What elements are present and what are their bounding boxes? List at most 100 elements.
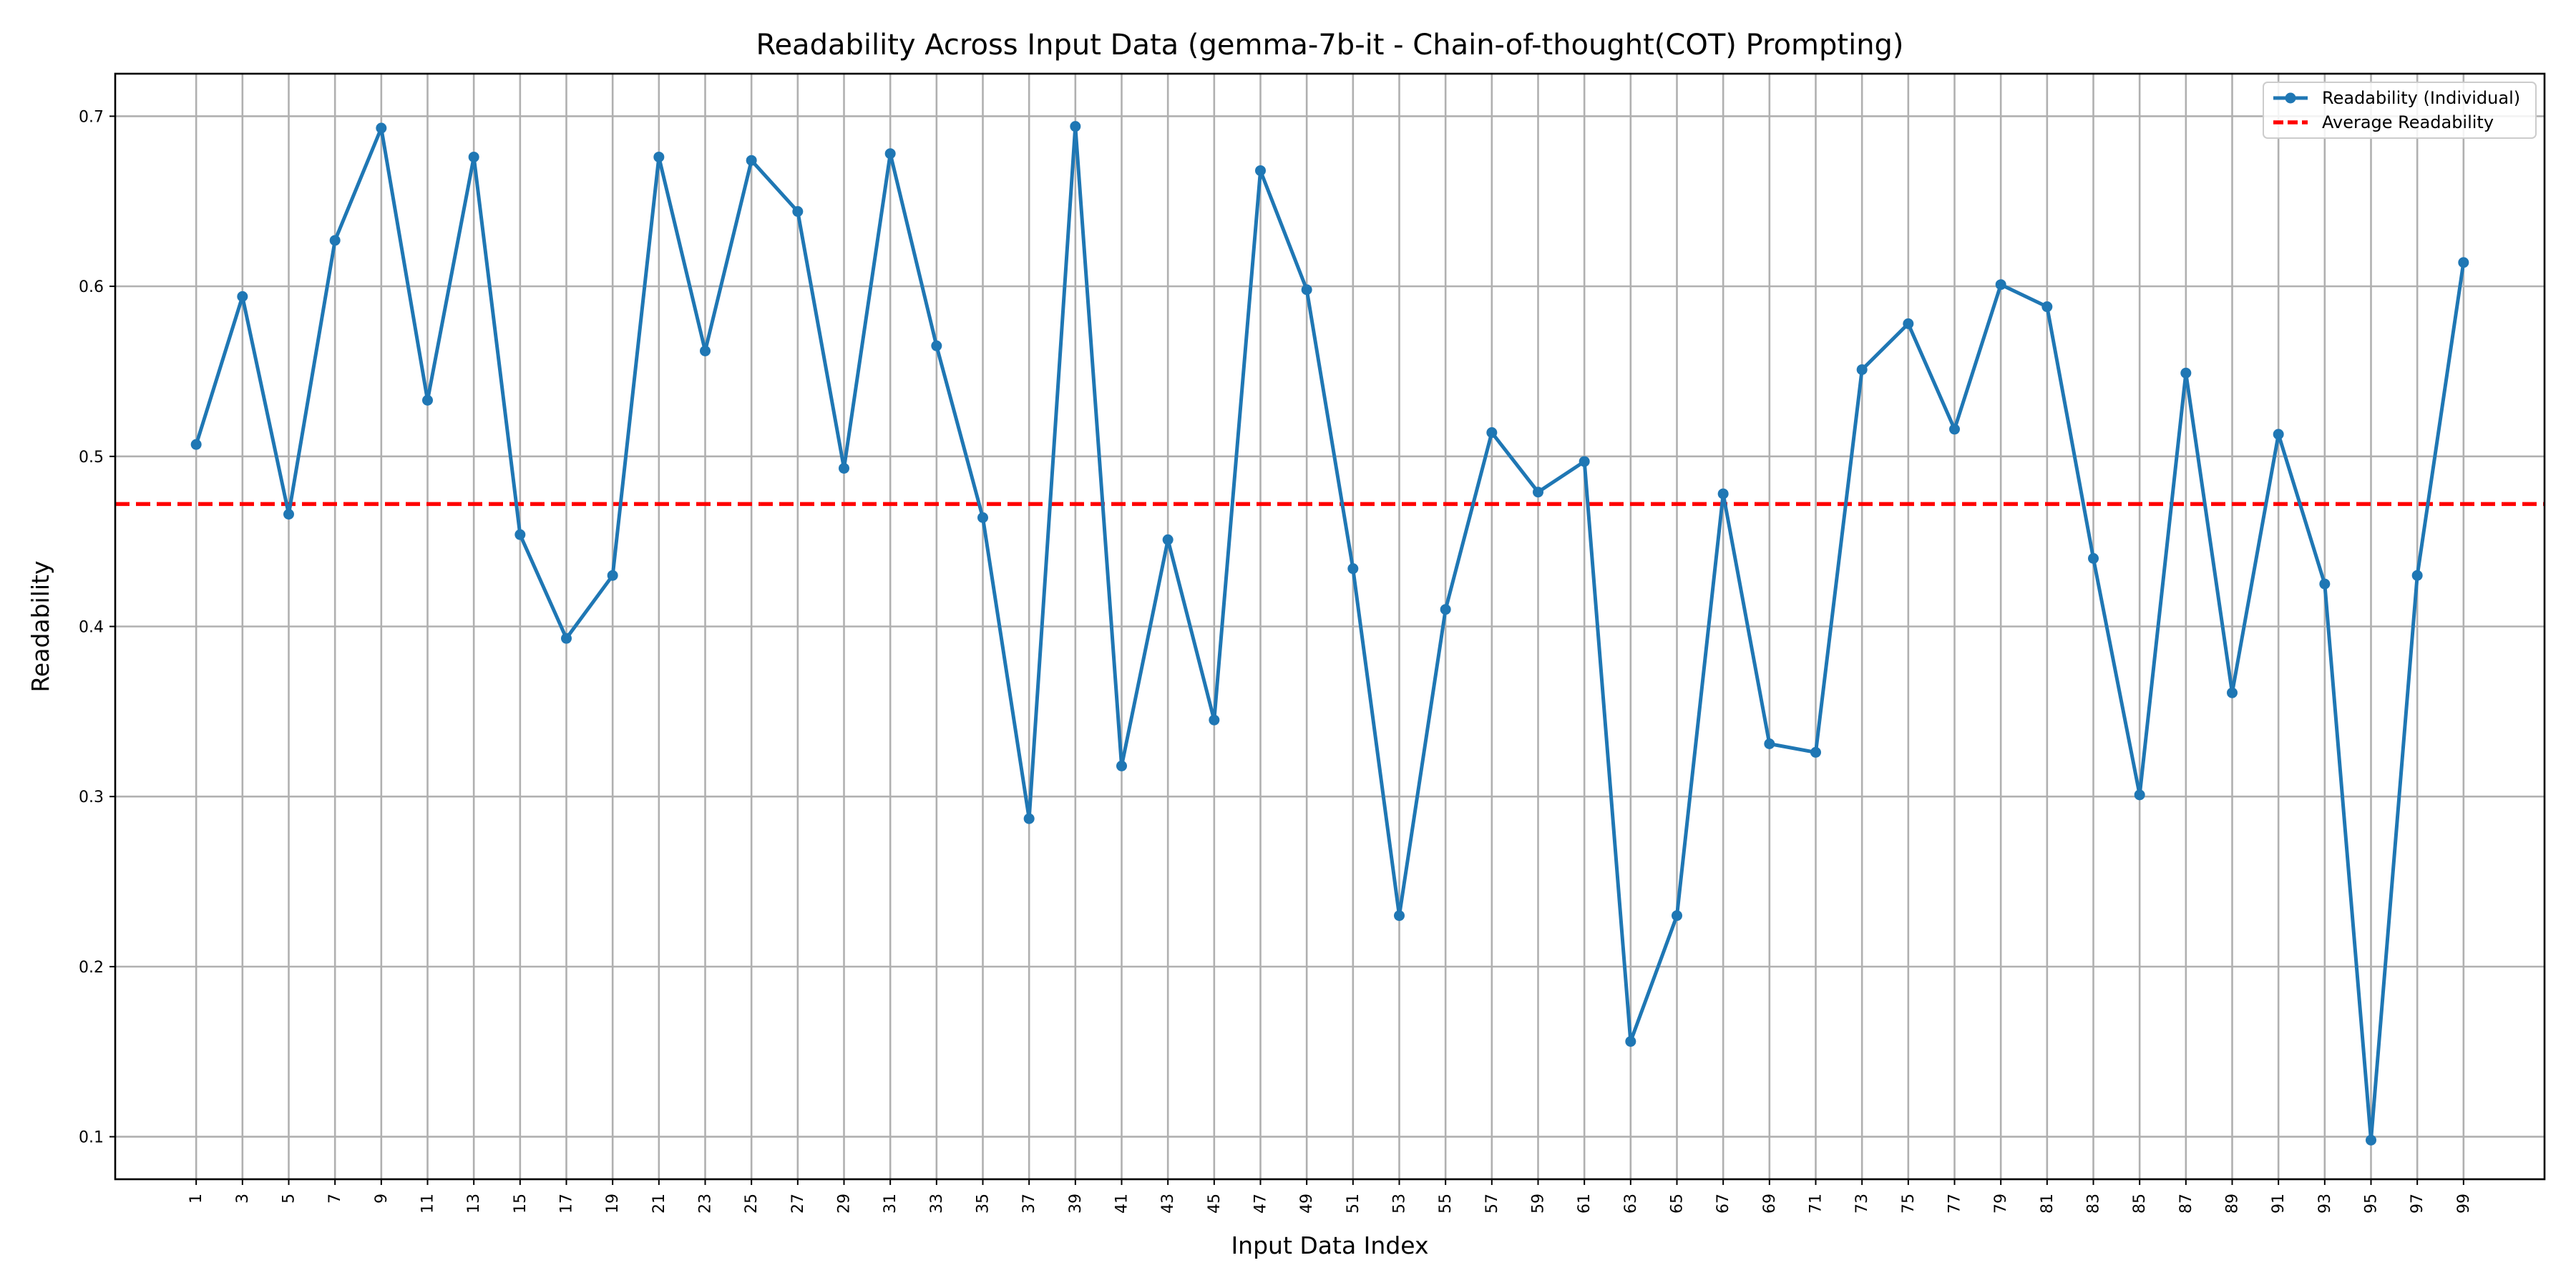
y-tick-label: 0.1: [79, 1129, 104, 1147]
readability-point: [1949, 424, 1960, 435]
x-tick-label: 89: [2224, 1194, 2242, 1214]
grid-layer: [115, 74, 2545, 1179]
x-tick-label: 7: [326, 1194, 344, 1204]
chart-title: Readability Across Input Data (gemma-7b-…: [756, 29, 1903, 62]
readability-point: [1301, 284, 1312, 296]
readability-point: [2458, 257, 2469, 268]
readability-point: [2134, 789, 2145, 801]
readability-point: [1440, 604, 1451, 615]
x-tick-label: 61: [1576, 1194, 1594, 1214]
readability-point: [700, 345, 711, 356]
legend-label-average: Average Readability: [2322, 112, 2494, 132]
x-tick-label: 39: [1067, 1194, 1085, 1214]
x-tick-label: 81: [2039, 1194, 2057, 1214]
y-tick-label: 0.2: [79, 959, 104, 977]
x-tick-label: 13: [465, 1194, 483, 1214]
legend-box: [2263, 82, 2537, 139]
y-tick-label: 0.7: [79, 108, 104, 126]
x-tick-label: 77: [1946, 1194, 1964, 1214]
readability-point: [1533, 487, 1543, 498]
readability-point: [792, 206, 804, 218]
tick-layer: 1 3 5 7 9 11 13 15 17 19 21 23 25 27 29 31 33 35 37 39 41 43 4…: [79, 108, 2473, 1214]
legend-marker-individual: [2285, 92, 2296, 104]
readability-point: [1995, 279, 2006, 291]
readability-point: [1255, 165, 1266, 176]
readability-point: [1209, 714, 1220, 726]
x-tick-label: 63: [1622, 1194, 1640, 1214]
x-tick-label: 67: [1714, 1194, 1732, 1214]
x-tick-label: 3: [234, 1194, 252, 1204]
readability-point: [977, 512, 988, 523]
readability-point: [839, 462, 849, 474]
readability-point: [514, 529, 526, 540]
x-tick-label: 75: [1900, 1194, 1918, 1214]
x-tick-label: 87: [2177, 1194, 2195, 1214]
readability-point: [2088, 552, 2099, 564]
x-tick-label: 31: [882, 1194, 899, 1214]
readability-point: [468, 151, 479, 162]
readability-point: [422, 394, 433, 406]
x-tick-label: 29: [836, 1194, 854, 1214]
x-tick-label: 37: [1020, 1194, 1038, 1214]
readability-point: [237, 291, 248, 302]
y-tick-label: 0.3: [79, 789, 104, 806]
x-tick-label: 49: [1298, 1194, 1316, 1214]
legend-label-individual: Readability (Individual): [2322, 88, 2520, 108]
x-tick-label: 79: [1992, 1194, 2010, 1214]
readability-point: [1116, 760, 1127, 771]
readability-point: [1625, 1035, 1636, 1047]
x-tick-label: 19: [604, 1194, 622, 1214]
x-tick-label: 15: [512, 1194, 530, 1214]
x-tick-label: 41: [1113, 1194, 1131, 1214]
x-tick-label: 91: [2270, 1194, 2288, 1214]
readability-point: [2273, 429, 2284, 440]
legend: Readability (Individual) Average Readabi…: [2263, 82, 2537, 139]
readability-point: [2180, 367, 2192, 379]
x-axis-title: Input Data Index: [1231, 1231, 1428, 1259]
readability-point: [561, 633, 572, 644]
x-tick-label: 53: [1391, 1194, 1409, 1214]
readability-point: [376, 122, 387, 134]
x-tick-label: 51: [1345, 1194, 1362, 1214]
readability-line: [194, 125, 2466, 1142]
y-axis-title: Readability: [26, 560, 54, 692]
readability-point: [2411, 570, 2423, 581]
readability-point: [283, 509, 294, 520]
readability-point: [746, 155, 757, 166]
x-tick-label: 93: [2316, 1194, 2334, 1214]
readability-point: [1810, 746, 1821, 758]
readability-point: [329, 235, 341, 246]
readability-point: [1579, 456, 1590, 467]
x-tick-label: 9: [373, 1194, 391, 1204]
readability-point: [1347, 563, 1359, 575]
x-tick-label: 35: [975, 1194, 992, 1214]
readability-point: [2041, 301, 2053, 313]
x-tick-label: 95: [2363, 1194, 2381, 1214]
y-tick-label: 0.4: [79, 619, 104, 637]
x-tick-label: 47: [1252, 1194, 1270, 1214]
x-tick-label: 71: [1807, 1194, 1825, 1214]
x-tick-label: 83: [2085, 1194, 2103, 1214]
x-tick-label: 73: [1853, 1194, 1871, 1214]
x-tick-label: 5: [280, 1194, 298, 1204]
readability-point: [1486, 427, 1498, 439]
x-tick-label: 17: [558, 1194, 576, 1214]
x-tick-label: 99: [2455, 1194, 2473, 1214]
readability-point: [884, 148, 896, 160]
y-tick-label: 0.6: [79, 278, 104, 296]
readability-point: [1672, 910, 1682, 922]
series-layer: [190, 121, 2469, 1146]
readability-point: [2227, 687, 2238, 698]
x-tick-label: 11: [419, 1194, 437, 1214]
x-tick-label: 45: [1206, 1194, 1224, 1214]
readability-point: [2366, 1134, 2376, 1146]
readability-point: [607, 570, 618, 581]
y-tick-label: 0.5: [79, 449, 104, 467]
x-tick-label: 43: [1159, 1194, 1177, 1214]
x-tick-label: 57: [1483, 1194, 1501, 1214]
x-tick-label: 55: [1437, 1194, 1455, 1214]
x-tick-label: 59: [1530, 1194, 1548, 1214]
readability-point: [1162, 534, 1174, 545]
x-tick-label: 1: [187, 1194, 205, 1204]
